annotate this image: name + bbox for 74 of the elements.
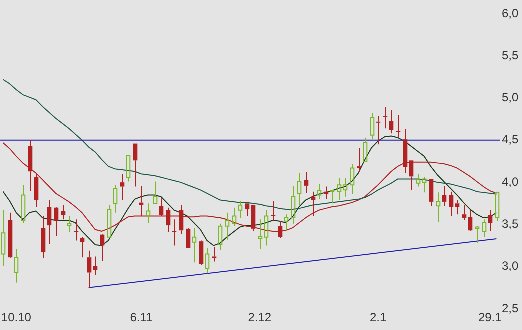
candlestick xyxy=(80,236,85,258)
candlestick xyxy=(133,144,138,188)
candlestick xyxy=(442,185,447,207)
x-tick-label: 2.12 xyxy=(248,310,272,325)
candlestick xyxy=(87,250,92,288)
candlestick xyxy=(258,219,263,250)
candlestick xyxy=(245,204,250,217)
candlestick xyxy=(113,184,118,214)
candlestick xyxy=(192,228,197,264)
candlestick xyxy=(462,204,467,221)
candlestick xyxy=(34,174,39,208)
x-tick-label: 29.1 xyxy=(478,310,502,325)
candlestick xyxy=(449,191,454,217)
y-tick-label: 3,0 xyxy=(502,259,520,274)
candlestick xyxy=(468,210,473,232)
candlestick xyxy=(304,172,309,194)
candlestick xyxy=(376,115,381,146)
candlestick xyxy=(317,184,322,200)
candlestick xyxy=(383,107,388,130)
candlestick xyxy=(212,246,217,262)
candlestick xyxy=(271,200,276,222)
candlestick xyxy=(238,200,243,218)
candlestick xyxy=(159,198,164,217)
candlestick xyxy=(14,248,19,284)
candlestick xyxy=(488,210,493,232)
x-tick-label: 6.11 xyxy=(130,310,154,325)
candlestick xyxy=(8,212,13,259)
candlestick xyxy=(429,179,434,207)
candlestick xyxy=(205,248,210,274)
candlestick xyxy=(74,219,79,242)
candlestick xyxy=(475,226,480,244)
candlestick xyxy=(343,178,348,198)
candlestick xyxy=(311,191,316,217)
candlestick xyxy=(172,219,177,246)
candlestick xyxy=(186,228,191,248)
candlestick xyxy=(232,207,237,227)
y-tick-label: 4,0 xyxy=(502,174,520,189)
candlestick xyxy=(337,178,342,201)
candlestick xyxy=(47,200,52,245)
candlestick xyxy=(54,206,59,238)
candlestick xyxy=(264,210,269,246)
candlestick xyxy=(324,186,329,200)
candlestick xyxy=(482,219,487,238)
y-tick-label: 5,0 xyxy=(502,90,520,105)
candlestick xyxy=(1,210,6,267)
y-tick-label: 3,5 xyxy=(502,217,520,232)
candlestick xyxy=(436,192,441,223)
candlestick xyxy=(363,137,368,162)
candlestick xyxy=(297,172,302,206)
candlestick xyxy=(41,216,46,259)
y-tick-label: 2,5 xyxy=(502,301,520,316)
candlestick xyxy=(455,200,460,216)
candlestick xyxy=(67,216,72,233)
candlestick xyxy=(146,203,151,224)
candlestick xyxy=(330,190,335,204)
x-tick-label: 2.1 xyxy=(370,310,387,325)
x-tick-label: 10.10 xyxy=(1,310,32,325)
y-tick-label: 6,0 xyxy=(502,6,520,20)
candlestick xyxy=(422,177,427,194)
candlestick xyxy=(21,184,26,224)
candlestick xyxy=(389,110,394,134)
y-tick-label: 4,5 xyxy=(502,132,520,147)
candlestick xyxy=(139,185,144,217)
candlestick xyxy=(100,233,105,262)
candlestick xyxy=(291,185,296,224)
candlestick xyxy=(225,212,230,240)
candlestick xyxy=(396,114,401,138)
candlestick xyxy=(409,160,414,191)
candlestick xyxy=(120,174,125,201)
candlestick xyxy=(284,214,289,232)
candlestick xyxy=(153,181,158,204)
y-tick-label: 5,5 xyxy=(502,48,520,62)
candlestick xyxy=(61,204,66,220)
candlestick xyxy=(350,164,355,195)
